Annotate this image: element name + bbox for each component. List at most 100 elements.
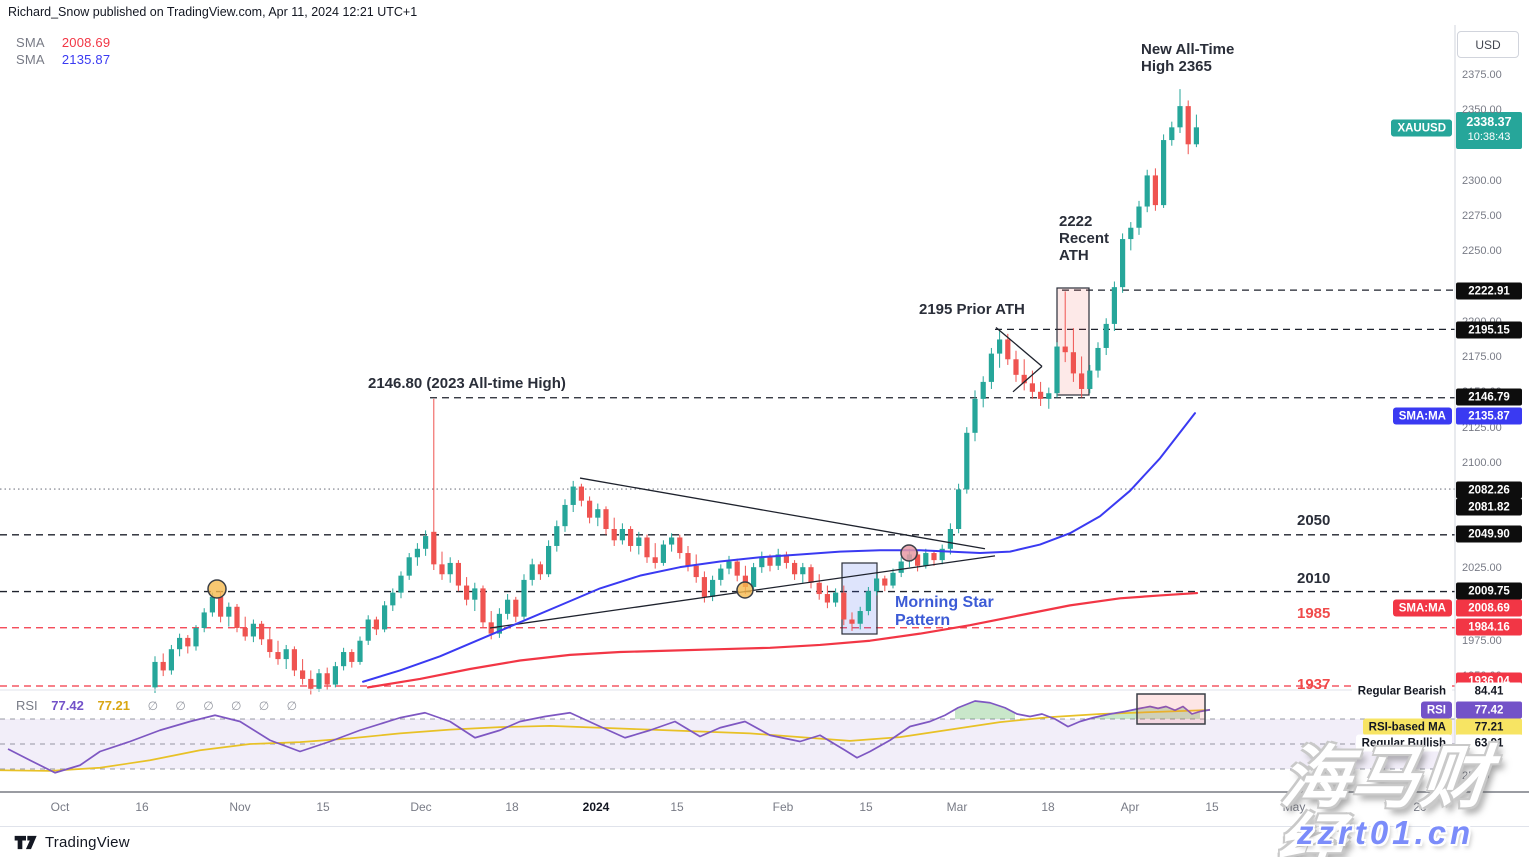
candle-body: [931, 553, 937, 561]
candle-body: [833, 592, 839, 603]
sma_fast-line[interactable]: [362, 412, 1196, 683]
candle-body: [324, 673, 330, 685]
sma-legend-slow-label: SMA: [16, 35, 45, 50]
candle-body: [267, 639, 273, 653]
annotation-level-1985: 1985: [1297, 605, 1331, 622]
candle-body: [660, 544, 666, 563]
candle-body: [242, 627, 248, 637]
axis-badge: 84.41: [1456, 682, 1522, 700]
trendline-0[interactable]: [579, 477, 986, 550]
candle-body: [1144, 175, 1150, 207]
candle-body: [767, 557, 773, 566]
candle-body: [447, 562, 453, 575]
axis-badge: 63.91: [1456, 734, 1522, 752]
candle-body: [619, 528, 625, 541]
candle-body: [1152, 175, 1158, 206]
sma-legend-slow[interactable]: SMA 2008.69: [16, 35, 110, 50]
time-tick: Feb: [772, 800, 794, 814]
rsi-legend[interactable]: RSI 77.42 77.21 ∅ ∅ ∅ ∅ ∅ ∅: [16, 698, 304, 713]
trendline-3[interactable]: [1012, 365, 1043, 393]
sma-legend-slow-value: 2008.69: [61, 35, 111, 50]
time-tick: 16: [135, 800, 149, 814]
rsi-ma-value: 77.21: [97, 698, 131, 713]
candle-body: [1169, 127, 1175, 141]
tradingview-logo-icon[interactable]: [14, 835, 38, 850]
candle-body: [857, 611, 863, 624]
rsi-line[interactable]: [7, 700, 1211, 774]
circle-marker-1[interactable]: [736, 581, 754, 599]
axis-side-label-regular-bullish: Regular Bullish: [1355, 734, 1452, 752]
rsi-overbought-fill-0: [955, 701, 1015, 719]
candle-body: [496, 613, 502, 634]
candle-body: [152, 661, 158, 688]
trendline-2[interactable]: [995, 326, 1043, 367]
candle-body: [1021, 374, 1027, 384]
annotation-level-1937: 1937: [1297, 676, 1331, 693]
candle-body: [1054, 346, 1060, 394]
candle-body: [537, 564, 543, 575]
candle-body: [357, 640, 363, 662]
time-tick: 20: [1413, 800, 1427, 814]
candle-body: [947, 528, 953, 549]
candle-body: [218, 596, 224, 617]
candle-body: [529, 564, 535, 580]
rsi-ma-line[interactable]: [0, 709, 1211, 772]
candle-body: [874, 578, 880, 592]
candle-body: [226, 606, 232, 617]
currency-button[interactable]: USD: [1457, 31, 1519, 58]
axis-badge: 2222.91: [1456, 282, 1522, 300]
candle-body: [808, 567, 814, 583]
time-tick: 18: [505, 800, 519, 814]
candle-body: [209, 596, 215, 613]
candle-body: [570, 486, 576, 505]
candle-body: [513, 599, 519, 617]
candle-body: [1013, 359, 1019, 375]
candle-body: [168, 649, 174, 671]
candle-body: [1177, 106, 1183, 128]
candle-body: [1103, 323, 1109, 348]
rsi-empty-inputs: ∅ ∅ ∅ ∅ ∅ ∅: [147, 699, 305, 713]
rsi-highlight-box[interactable]: [1136, 693, 1206, 725]
last-price: 2338.37: [1466, 115, 1512, 129]
time-tick: Mar: [946, 800, 968, 814]
candle-body: [431, 531, 437, 565]
candle-body: [644, 537, 650, 558]
candle-body: [341, 652, 347, 667]
candle-body: [775, 554, 781, 566]
rsi-value: 77.42: [51, 698, 84, 713]
axis-side-label-sma-ma: SMA:MA: [1392, 407, 1452, 425]
time-tick: 2024: [582, 800, 610, 814]
candle-body: [759, 557, 765, 568]
sma_slow-line[interactable]: [366, 591, 1199, 689]
candle-body: [1038, 391, 1044, 399]
candle-body: [685, 553, 691, 566]
candle-body: [291, 649, 297, 671]
sma-legend-fast-label: SMA: [16, 52, 45, 67]
annotation-recent-ath: 2222 Recent ATH: [1059, 213, 1110, 264]
candle-body: [1029, 383, 1035, 392]
sma-legend-fast[interactable]: SMA 2135.87: [16, 52, 110, 67]
candle-body: [988, 353, 994, 382]
annotation-level-2050: 2050: [1297, 512, 1331, 529]
candle-body: [710, 579, 716, 597]
candle-body: [734, 561, 740, 576]
axis-side-label-sma-ma: SMA:MA: [1392, 599, 1452, 617]
axis-side-label-rsi-based-ma: RSI-based MA: [1362, 718, 1452, 736]
candle-body: [365, 619, 371, 641]
axis-badge: 2146.79: [1456, 388, 1522, 406]
candle-body: [964, 432, 970, 490]
axis-badge: 2008.69: [1456, 599, 1522, 617]
tradingview-wordmark[interactable]: TradingView: [45, 833, 130, 851]
axis-badge: 2009.75: [1456, 582, 1522, 600]
circle-marker-0[interactable]: [207, 579, 227, 599]
circle-marker-2[interactable]: [900, 544, 918, 562]
candle-body: [595, 509, 601, 518]
candle-body: [669, 537, 675, 545]
candle-body: [472, 588, 478, 600]
price-tick: 2375.00: [1462, 69, 1502, 81]
candle-body: [956, 489, 962, 529]
axis-side-label-regular-bearish: Regular Bearish: [1351, 682, 1452, 700]
axis-badge: 2195.15: [1456, 321, 1522, 339]
time-axis[interactable]: [0, 793, 1455, 825]
